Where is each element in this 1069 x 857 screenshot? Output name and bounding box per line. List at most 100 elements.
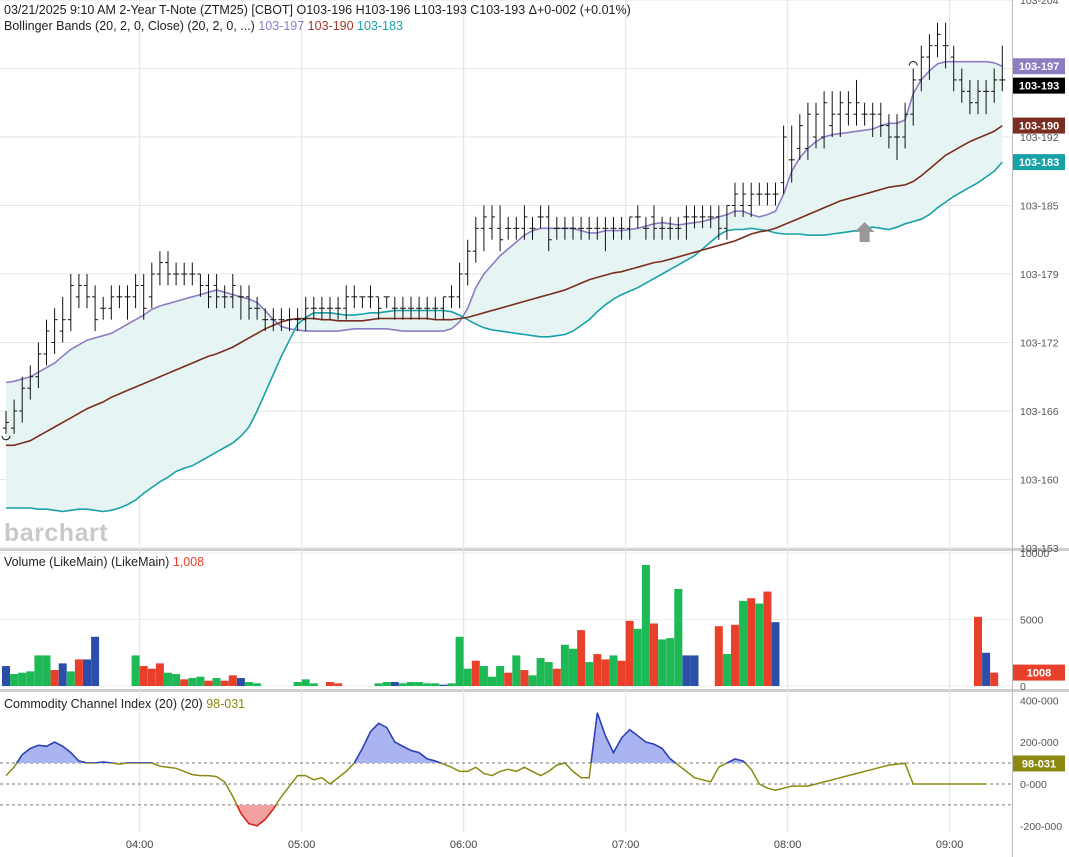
volume-bar <box>739 600 748 686</box>
low-marker <box>1 435 11 441</box>
ohlc-bar <box>626 216 633 240</box>
ohlc-bar <box>440 296 447 320</box>
volume-bar <box>536 658 545 686</box>
volume-bar <box>731 624 739 686</box>
volume-bar <box>196 676 205 686</box>
ohlc-bar <box>100 296 107 320</box>
y-tick-label: 103-172 <box>1020 338 1059 350</box>
ohlc-bar <box>837 91 844 137</box>
ohlc-bar <box>975 79 981 115</box>
volume-bar <box>172 674 181 686</box>
ohlc-bar <box>853 79 860 126</box>
volume-bar <box>374 683 383 686</box>
ohlc-bar <box>804 102 811 160</box>
volume-last-tag: 1008 <box>1027 668 1051 680</box>
ohlc-bar <box>132 274 139 309</box>
ohlc-bar <box>902 102 909 149</box>
volume-bar <box>722 654 731 686</box>
ohlc-bar <box>570 216 576 240</box>
volume-bar <box>91 636 100 686</box>
volume-bar <box>609 655 618 686</box>
ohlc-bar <box>821 91 828 149</box>
volume-bar <box>2 666 10 686</box>
ohlc-bar <box>966 79 973 115</box>
ohlc-bar <box>861 102 868 126</box>
volume-bar <box>74 659 83 686</box>
volume-bar <box>650 623 658 686</box>
volume-bar <box>585 662 594 686</box>
ohlc-bar <box>270 308 277 332</box>
volume-bar <box>58 663 67 686</box>
ohlc-bar <box>464 239 471 286</box>
y-tick-label: 103-204 <box>1020 0 1059 7</box>
ohlc-bar <box>189 262 196 286</box>
volume-bar <box>601 659 610 686</box>
ohlc-bar <box>375 296 382 320</box>
ohlc-bar <box>732 182 738 217</box>
ohlc-bar <box>84 274 90 309</box>
bollinger-mid-tag: 103-190 <box>1019 121 1059 133</box>
ohlc-bar <box>424 296 431 320</box>
volume-bar <box>10 674 19 686</box>
ohlc-bar <box>715 205 722 240</box>
ohlc-bar <box>67 274 74 332</box>
ohlc-bar <box>521 205 528 240</box>
volume-bar <box>18 672 27 686</box>
volume-bar <box>593 654 602 686</box>
volume-bar <box>488 676 496 686</box>
bollinger-fill <box>6 61 1003 512</box>
volume-bar <box>301 679 310 686</box>
ohlc-bar <box>772 182 779 206</box>
ohlc-bar <box>683 205 690 240</box>
ohlc-bar <box>205 274 212 309</box>
ohlc-bar <box>958 68 965 103</box>
ohlc-bar <box>3 411 9 434</box>
volume-bar <box>293 682 302 686</box>
volume-bar <box>42 655 51 686</box>
ohlc-bar <box>602 216 609 252</box>
cci-line-oversold <box>236 804 277 827</box>
x-tick-label: 06:00 <box>450 839 478 851</box>
volume-bar <box>164 672 172 686</box>
ohlc-bar <box>197 273 204 297</box>
ohlc-bar <box>75 274 82 309</box>
price-header-line: 03/21/2025 9:10 AM 2-Year T-Note (ZTM25)… <box>4 3 631 17</box>
volume-bar <box>204 680 213 686</box>
volume-bar <box>990 672 999 686</box>
volume-bar <box>431 683 440 686</box>
volume-bar <box>560 644 569 686</box>
cci-label: Commodity Channel Index (20) (20) <box>4 697 203 711</box>
ohlc-bar <box>391 296 398 320</box>
volume-bar <box>415 682 424 686</box>
ohlc-bar <box>513 216 520 240</box>
ohlc-bar <box>173 262 180 286</box>
ohlc-bar <box>537 205 544 229</box>
volume-bar <box>763 591 772 686</box>
cci-last-tag-bg <box>1013 755 1065 772</box>
ohlc-bar <box>578 216 585 240</box>
y-tick-label: 200-000 <box>1020 737 1059 749</box>
ohlc-bar <box>877 102 884 137</box>
ohlc-bar <box>51 308 58 354</box>
ohlc-bar <box>399 296 406 320</box>
cci-last-tag: 98-031 <box>1022 758 1056 770</box>
volume-bar <box>569 648 577 686</box>
ohlc-bar <box>35 342 42 389</box>
ohlc-bar <box>367 285 374 309</box>
ohlc-bar <box>497 205 504 252</box>
ohlc-bar <box>950 45 957 92</box>
y-tick-label: 400-000 <box>1020 695 1059 707</box>
volume-bar <box>236 678 245 686</box>
ohlc-bar <box>19 376 26 423</box>
ohlc-bar <box>27 365 34 400</box>
volume-bar <box>617 660 626 686</box>
ohlc-bar <box>286 308 293 332</box>
volume-bar <box>439 684 448 686</box>
ohlc-bar <box>618 216 625 240</box>
watermark-logo: barchart <box>4 519 108 547</box>
cci-line <box>5 712 987 827</box>
y-tick-label: 0-000 <box>1020 779 1047 791</box>
volume-bar <box>520 670 529 686</box>
ohlc-bar <box>140 274 147 320</box>
x-tick-label: 07:00 <box>612 839 640 851</box>
